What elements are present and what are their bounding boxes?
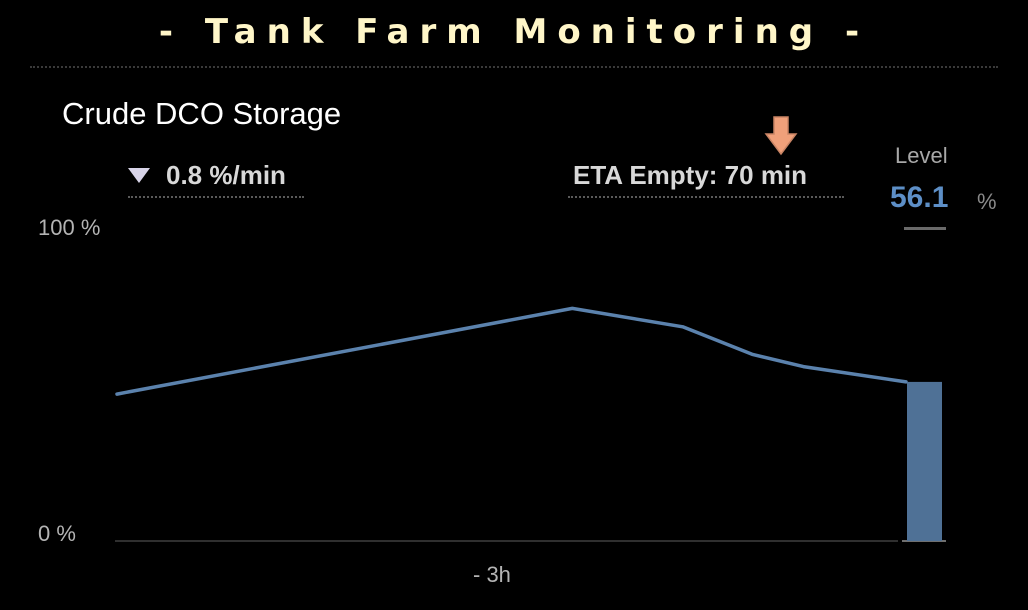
level-underline: [904, 227, 946, 230]
page-title: - Tank Farm Monitoring -: [158, 12, 870, 52]
arrow-down-icon: [764, 116, 798, 156]
current-level-bar: [907, 381, 942, 541]
triangle-down-icon: [128, 168, 150, 183]
rate-indicator: 0.8 %/min: [128, 160, 304, 198]
eta-value: ETA Empty: 70 min: [573, 160, 808, 190]
level-trend-line: [115, 306, 908, 396]
x-tick-label: - 3h: [473, 562, 511, 587]
eta-indicator: ETA Empty: 70 min: [568, 160, 844, 198]
level-value: 56.1: [890, 181, 949, 214]
tank-name: Crude DCO Storage: [62, 96, 342, 131]
level-unit: %: [977, 189, 997, 214]
y-tick-label-max: 100 %: [38, 215, 100, 240]
rate-value: 0.8 %/min: [166, 160, 286, 190]
y-tick-label-min: 0 %: [38, 521, 76, 546]
level-label: Level: [895, 143, 948, 168]
title-divider: [30, 66, 998, 68]
